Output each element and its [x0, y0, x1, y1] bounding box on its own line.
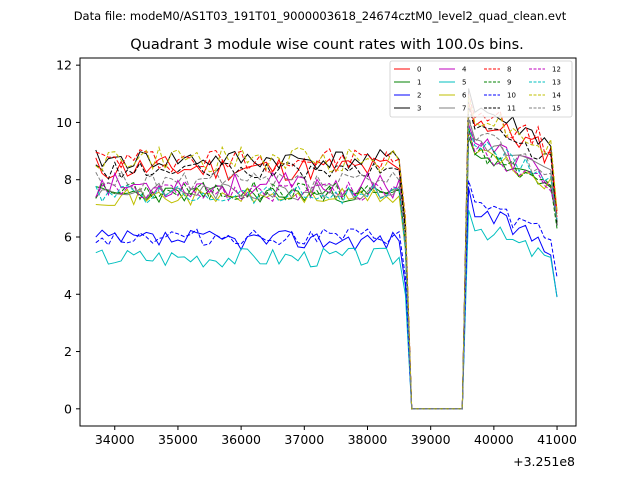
y-tick-label: 4: [64, 287, 72, 302]
chart-suptitle: Data file: modeM0/AS1T03_191T01_90000036…: [74, 9, 567, 23]
y-tick-label: 0: [64, 401, 72, 416]
series-line-3: [95, 88, 558, 410]
legend-label-4: 4: [462, 66, 467, 74]
legend-label-14: 14: [552, 92, 561, 100]
legend-label-1: 1: [417, 79, 421, 87]
x-tick-label: 41000: [537, 432, 577, 447]
legend-label-13: 13: [552, 79, 561, 87]
x-tick-label: 40000: [474, 432, 514, 447]
series-line-15: [95, 115, 558, 410]
x-tick-label: 37000: [284, 432, 324, 447]
legend-label-7: 7: [462, 105, 466, 113]
y-tick-label: 6: [64, 229, 72, 244]
series-line-10: [95, 180, 558, 410]
x-tick-label: 34000: [95, 432, 135, 447]
series-line-2: [95, 187, 558, 410]
series-line-9: [95, 127, 558, 410]
series-line-12: [95, 132, 558, 410]
legend-label-9: 9: [507, 79, 511, 87]
x-tick-label: 38000: [348, 432, 388, 447]
y-tick-label: 2: [64, 344, 72, 359]
x-tick-label: 36000: [221, 432, 261, 447]
y-tick-label: 10: [56, 115, 72, 130]
ticks-layer: 34000 35000 36000 37000 38000 39000 40000 41000…: [56, 58, 577, 447]
series-line-4: [95, 124, 558, 410]
chart-title: Quadrant 3 module wise count rates with …: [130, 37, 524, 53]
x-offset-text: +3.251e8: [513, 454, 575, 469]
series-line-5: [95, 209, 558, 410]
series-line-11: [95, 105, 558, 410]
legend-label-11: 11: [507, 105, 516, 113]
series-line-6: [95, 129, 558, 410]
plot-frame: [79, 57, 577, 427]
legend-label-3: 3: [417, 105, 421, 113]
y-tick-label: 12: [56, 58, 72, 73]
series-line-1: [95, 136, 558, 410]
legend-label-2: 2: [417, 92, 421, 100]
x-tick-label: 35000: [158, 432, 198, 447]
legend-label-10: 10: [507, 92, 516, 100]
series-line-14: [95, 95, 558, 410]
legend-label-0: 0: [417, 66, 421, 74]
legend-box: [389, 60, 573, 118]
legend-label-12: 12: [552, 66, 561, 74]
series-line-13: [95, 127, 558, 410]
legend-label-6: 6: [462, 92, 467, 100]
y-tick-label: 8: [64, 172, 72, 187]
series-layer: [95, 88, 558, 410]
series-line-0: [95, 102, 558, 410]
legend-label-5: 5: [462, 79, 466, 87]
x-tick-label: 39000: [411, 432, 451, 447]
legend-label-8: 8: [507, 66, 511, 74]
legend-label-15: 15: [552, 105, 561, 113]
